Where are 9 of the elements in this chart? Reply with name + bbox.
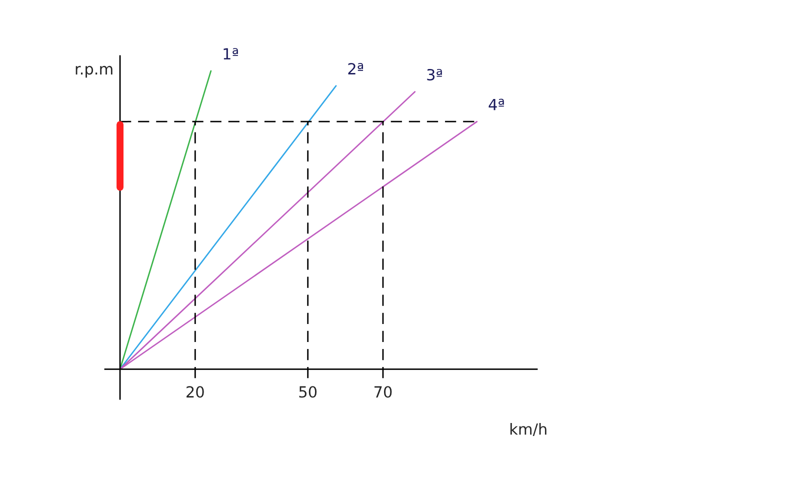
y-axis-title: r.p.m [76,66,112,78]
x-tick-label: 20 [186,386,204,398]
series-label: 3ª [427,68,442,80]
x-tick-label: 70 [374,386,392,398]
series-label: 2ª [348,62,364,74]
series-label: 1ª [224,48,238,60]
x-tick-label: 50 [299,386,317,398]
series-label: 4ª [488,98,504,110]
x-axis-title: km/h [510,423,546,436]
